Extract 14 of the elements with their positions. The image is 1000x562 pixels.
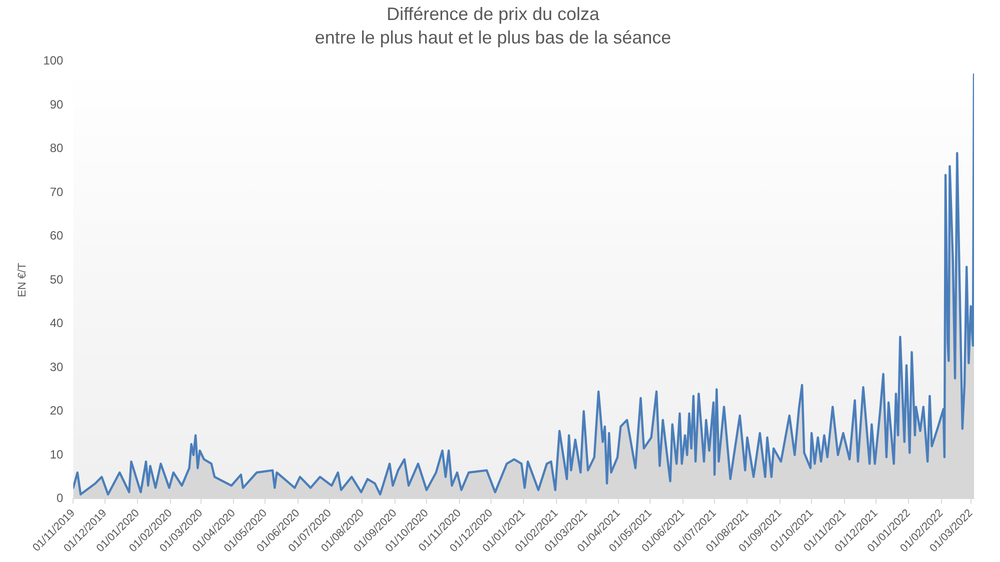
- y-tick-label: 90: [50, 97, 64, 112]
- y-axis-title: EN €/T: [16, 262, 29, 298]
- y-tick-label: 100: [43, 54, 64, 68]
- y-tick-label: 60: [50, 228, 64, 243]
- y-tick-label: 30: [50, 360, 64, 374]
- y-tick-label: 70: [50, 184, 64, 199]
- chart-subtitle: entre le plus haut et le plus bas de la séance: [314, 27, 672, 48]
- y-tick-label: 0: [56, 491, 64, 506]
- y-tick-label: 50: [50, 272, 64, 286]
- y-tick-label: 40: [50, 316, 64, 330]
- y-tick-label: 10: [50, 447, 64, 462]
- y-tick-label: 20: [50, 404, 64, 418]
- y-tick-label: 80: [50, 141, 64, 156]
- chart-title: Différence de prix du colza: [386, 4, 600, 24]
